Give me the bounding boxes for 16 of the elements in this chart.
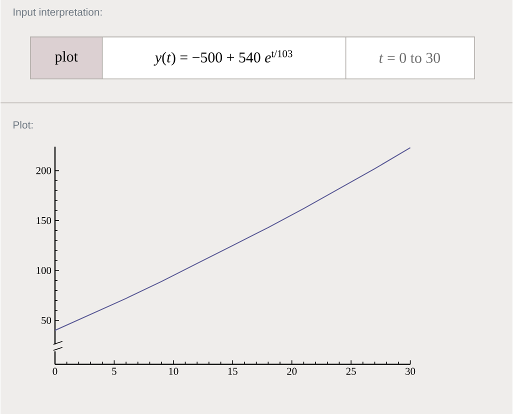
text: plot: [55, 51, 78, 65]
y-tick-label: 150: [36, 216, 52, 224]
text: Plot:: [14, 120, 33, 129]
y-tick-label: 200: [36, 167, 52, 174]
y-tick-label: 100: [36, 266, 52, 274]
x-tick-label: 0: [52, 368, 58, 375]
x-tick-label: 10: [169, 368, 178, 375]
x-tick-label: 30: [406, 368, 416, 375]
x-tick-label: 5: [112, 368, 116, 375]
x-tick-label: 20: [287, 368, 297, 375]
text: y(t) = −500 + 540 e$^{t/103}$: [154, 50, 292, 66]
text: Input interpretation:: [14, 8, 102, 18]
text: t = 0 to 30: [379, 52, 440, 63]
x-tick-label: 25: [346, 368, 356, 375]
y-tick-label: 50: [42, 316, 52, 324]
x-tick-label: 15: [228, 368, 238, 375]
